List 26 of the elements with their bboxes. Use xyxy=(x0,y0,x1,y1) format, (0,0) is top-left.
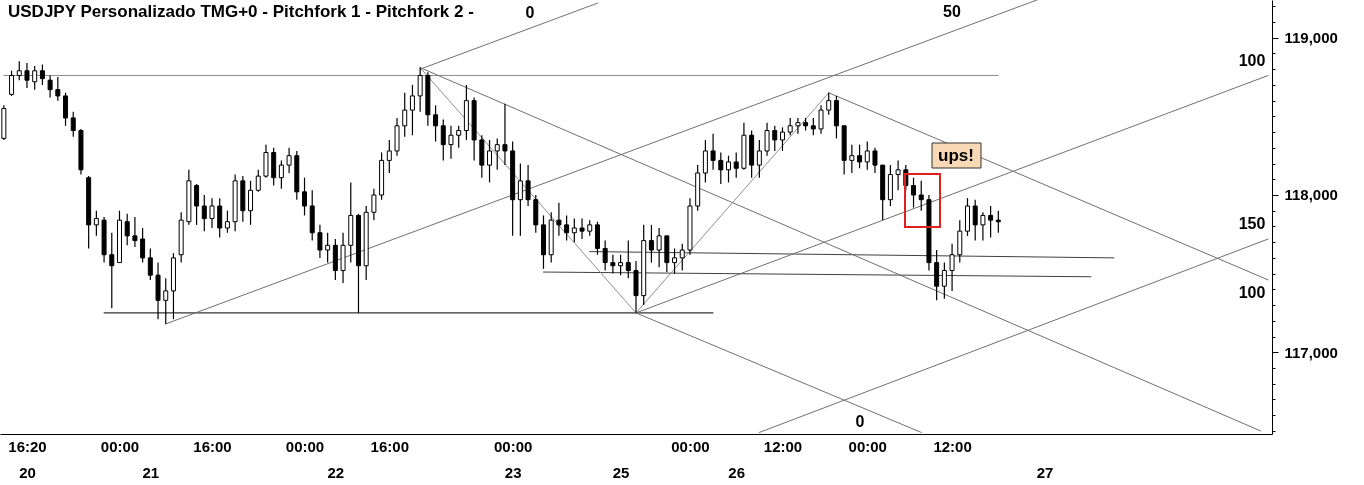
annotation: 150 xyxy=(1238,215,1266,232)
x-tick-label: 16:00 xyxy=(370,437,409,455)
annotation: 50 xyxy=(943,3,961,20)
x-tick-label: 27 xyxy=(1036,463,1054,481)
x-tick-label: 12:00 xyxy=(763,437,803,455)
x-tick-label: 21 xyxy=(142,463,160,481)
x-tick-label: 16:00 xyxy=(193,437,232,455)
x-tick-label: 25 xyxy=(612,463,630,481)
annotation: 100 xyxy=(1238,52,1266,69)
x-tick-label: 12:00 xyxy=(933,437,972,455)
x-tick-label: 00:00 xyxy=(285,437,325,455)
annotation: ups! xyxy=(938,146,974,165)
annotation: 0 xyxy=(855,413,865,430)
x-tick-label: 16:20 20 xyxy=(8,437,47,481)
x-tick-label: 00:00 xyxy=(100,437,140,455)
x-tick-label: 22 xyxy=(327,463,345,481)
y-tick-label: 119,000 xyxy=(1284,29,1338,47)
x-tick-label: 00:00 xyxy=(848,437,887,455)
annotation: 100 xyxy=(1238,284,1266,301)
y-tick-label: 118,000 xyxy=(1284,186,1338,204)
chart-title: USDJPY Personalizado TMG+0 - Pitchfork 1 - Pitchfork 2 - xyxy=(8,2,474,21)
annotation: 0 xyxy=(525,4,535,21)
x-tick-label: 00:00 23 xyxy=(493,437,533,481)
x-tick-label: 26 xyxy=(728,463,746,481)
y-tick-label: 117,000 xyxy=(1284,343,1338,361)
x-tick-label: 00:00 xyxy=(671,437,710,455)
